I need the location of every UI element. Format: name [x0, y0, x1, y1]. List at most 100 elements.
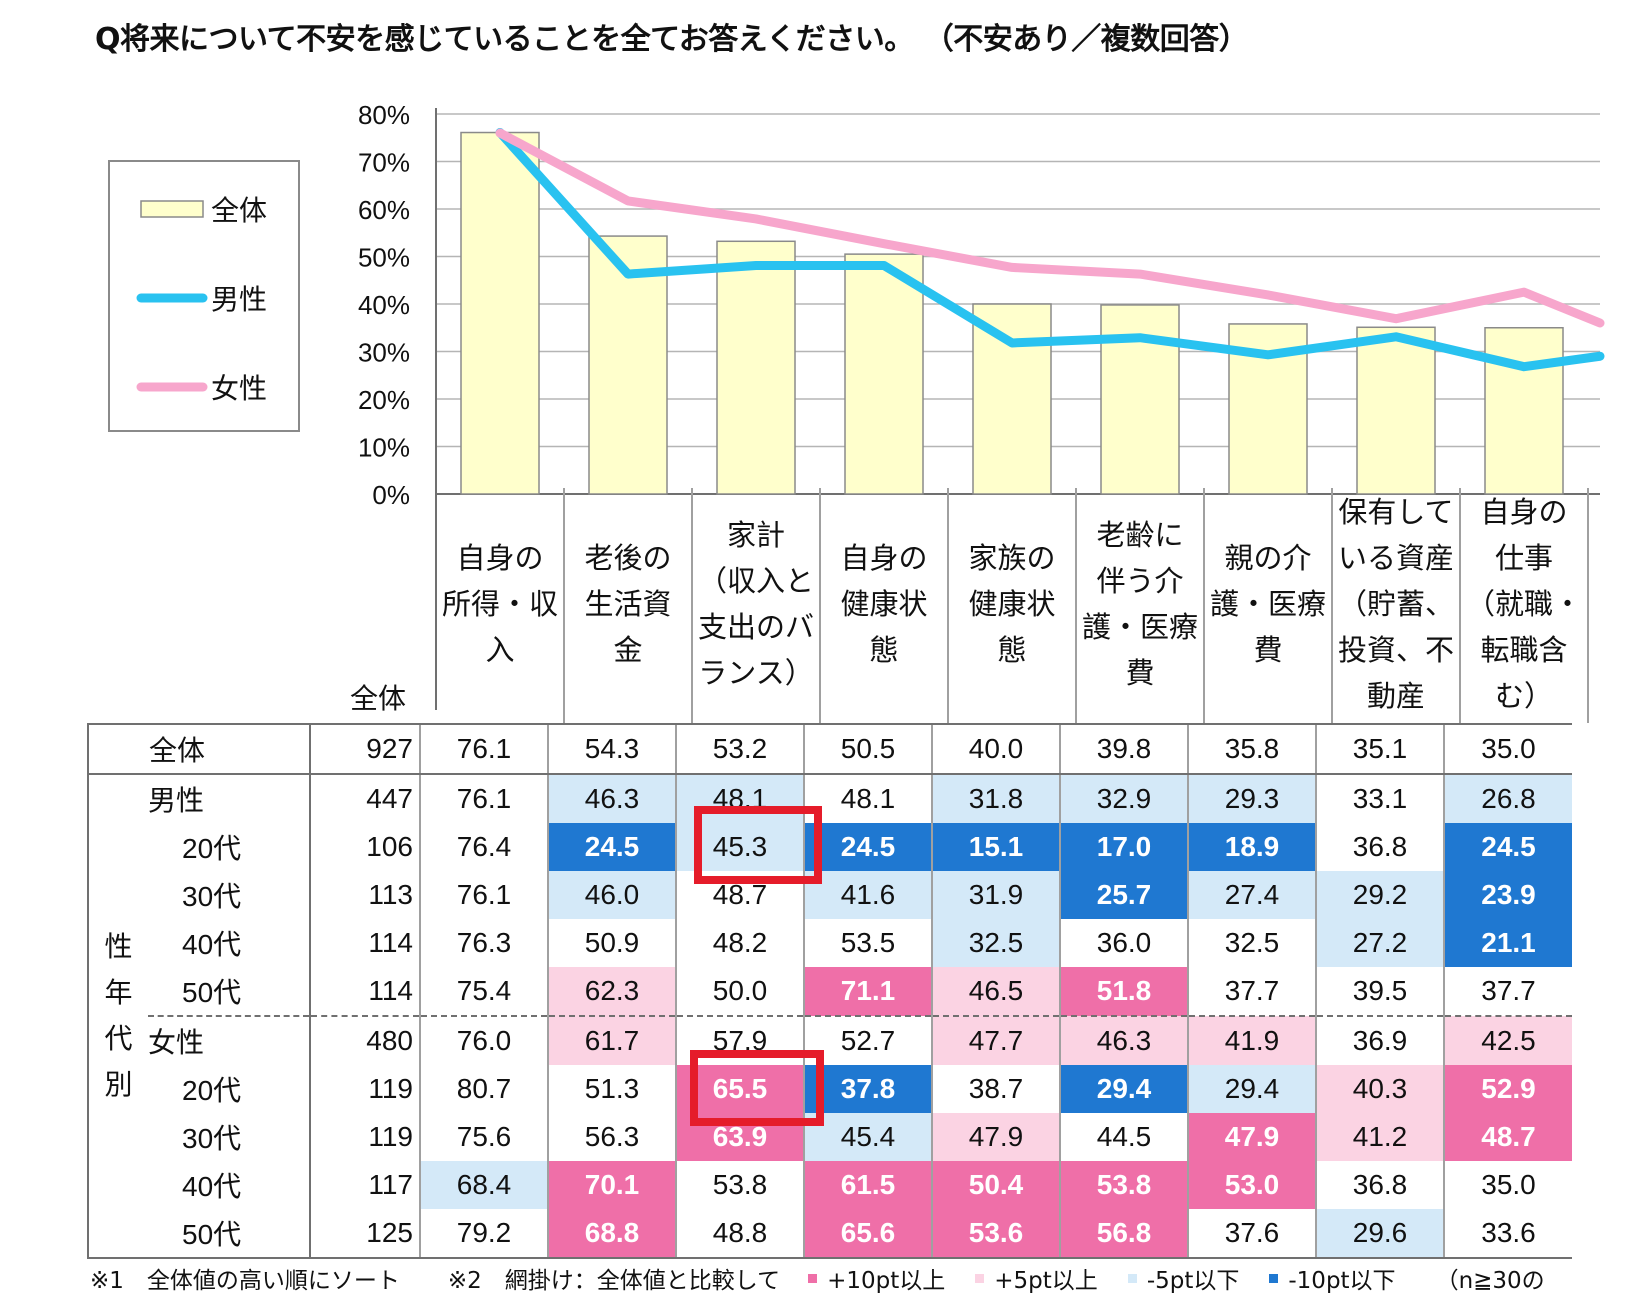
value-cell: 32.5 — [1187, 919, 1316, 967]
value-cell: 39.8 — [1059, 723, 1188, 775]
value-cell: 24.5 — [547, 823, 676, 871]
bar-all — [716, 240, 796, 495]
value-cell: 65.6 — [803, 1209, 932, 1259]
value-cell: 53.2 — [675, 723, 804, 775]
table-row: 性年代別男性 447 76.1 46.3 48.1 48.1 31.8 32.9 29.3 33.… — [87, 774, 1572, 1259]
value-cell: 44.5 — [1059, 1113, 1188, 1161]
bar-all — [844, 253, 924, 495]
side-label-char: 性 — [104, 931, 133, 962]
table-row: 50代 125 79.2 68.8 48.8 65.6 53.6 56.8 37.6 29.6 33… — [88, 1209, 1572, 1259]
value-cell: 52.7 — [803, 1015, 932, 1065]
category-label-line: 支出のバ — [698, 610, 814, 644]
category-label-line: 護・医療 — [1210, 587, 1326, 621]
n-cell: 119 — [309, 1065, 420, 1113]
value-cell: 46.5 — [931, 967, 1060, 1016]
category-label-line: （収入と — [698, 564, 814, 598]
value-cell: 76.1 — [419, 723, 548, 775]
value-cell: 71.1 — [803, 967, 932, 1016]
category-label-line: 自身の — [456, 541, 543, 575]
side-label-char: 代 — [104, 1023, 133, 1054]
value-cell: 35.8 — [1187, 723, 1316, 775]
value-cell: 40.3 — [1315, 1065, 1444, 1113]
value-cell: 75.6 — [419, 1113, 548, 1161]
category-label-line: 生活資 — [584, 587, 671, 621]
bar-all — [1356, 326, 1436, 495]
value-cell: 37.6 — [1187, 1209, 1316, 1259]
value-cell: 47.7 — [931, 1015, 1060, 1065]
category-label-line: 自身の — [840, 541, 927, 575]
value-cell: 76.4 — [419, 823, 548, 871]
y-tick-label: 10% — [358, 433, 410, 463]
n-cell: 114 — [309, 967, 420, 1016]
value-cell: 35.0 — [1443, 1161, 1572, 1209]
bar-all — [460, 131, 540, 495]
value-cell: 53.5 — [803, 919, 932, 967]
value-cell: 41.2 — [1315, 1113, 1444, 1161]
value-cell: 17.0 — [1059, 823, 1188, 871]
table-row: 30代 113 76.1 46.0 48.7 41.6 31.9 25.7 27.4 29.2 23… — [88, 871, 1572, 919]
category-label-line: 家計 — [727, 518, 785, 552]
category-label-line: 自身の — [1480, 495, 1567, 529]
value-cell: 46.0 — [547, 871, 676, 919]
category-label-line: （就職・ — [1466, 587, 1582, 621]
bar-all — [588, 235, 668, 495]
value-cell: 36.8 — [1315, 1161, 1444, 1209]
value-cell: 36.8 — [1315, 823, 1444, 871]
value-cell: 47.9 — [931, 1113, 1060, 1161]
value-cell: 37.7 — [1187, 967, 1316, 1016]
value-cell: 37.7 — [1443, 967, 1572, 1016]
value-cell: 45.4 — [803, 1113, 932, 1161]
row-label: 50代 — [148, 1209, 310, 1259]
table-row: 女性 480 76.0 61.7 57.9 52.7 47.7 46.3 41.9 36.9 42.… — [88, 1015, 1572, 1065]
bar-all — [972, 303, 1052, 495]
category-label: 保有している資産 （貯蓄、投資、不動産 — [1338, 495, 1454, 713]
category-label-line: 態 — [997, 633, 1026, 667]
legend-label: 全体 — [211, 194, 267, 227]
side-label-char: 別 — [104, 1069, 133, 1100]
value-cell: 62.3 — [547, 967, 676, 1016]
value-cell: 41.9 — [1187, 1015, 1316, 1065]
highlight-box-male-20s-household — [694, 806, 822, 884]
value-cell: 29.3 — [1187, 774, 1316, 823]
value-cell: 38.7 — [931, 1065, 1060, 1113]
value-cell: 68.8 — [547, 1209, 676, 1259]
n-cell: 927 — [309, 723, 420, 775]
category-label-line: ランス） — [698, 656, 813, 690]
n-cell: 106 — [309, 823, 420, 871]
value-cell: 36.0 — [1059, 919, 1188, 967]
data-table: 全体 927 76.1 54.3 53.2 50.5 40.0 39.8 35.8 35.1 35.… — [87, 723, 1572, 1259]
row-label: 20代 — [182, 833, 242, 864]
value-cell: 21.1 — [1443, 919, 1572, 967]
n-cell: 119 — [309, 1113, 420, 1161]
category-label-line: 伴う介 — [1096, 564, 1183, 598]
value-cell: 68.4 — [419, 1161, 548, 1209]
n-cell: 447 — [309, 774, 420, 823]
category-label-line: 投資、不 — [1338, 633, 1454, 667]
value-cell: 61.7 — [547, 1015, 676, 1065]
value-cell: 48.7 — [1443, 1113, 1572, 1161]
legend-p10-label: +10pt以上 — [827, 1268, 946, 1294]
value-cell: 47.9 — [1187, 1113, 1316, 1161]
value-cell: 23.9 — [1443, 871, 1572, 919]
value-cell: 76.1 — [419, 774, 548, 823]
value-cell: 32.5 — [931, 919, 1060, 967]
value-cell: 70.1 — [547, 1161, 676, 1209]
value-cell: 29.4 — [1059, 1065, 1188, 1113]
footnote-shading-note: ※2 網掛け：全体値と比較して — [447, 1268, 781, 1294]
footnote-tail: （n≧30の — [1435, 1268, 1545, 1294]
legend-m10-label: -10pt以下 — [1288, 1268, 1396, 1294]
value-cell: 39.5 — [1315, 967, 1444, 1016]
y-tick-label: 70% — [358, 148, 410, 178]
category-label-line: 仕事 — [1495, 541, 1553, 575]
value-cell: 33.6 — [1443, 1209, 1572, 1259]
y-tick-label: 40% — [358, 290, 410, 320]
legend-swatch-all — [140, 200, 204, 218]
table-row: 30代 119 75.6 56.3 63.9 45.4 47.9 44.5 47.9 41.2 48… — [88, 1113, 1572, 1161]
legend-label: 男性 — [211, 283, 267, 316]
value-cell: 79.2 — [419, 1209, 548, 1259]
value-cell: 51.3 — [547, 1065, 676, 1113]
value-cell: 76.0 — [419, 1015, 548, 1065]
category-label-line: 家族の — [968, 541, 1055, 575]
value-cell: 31.8 — [931, 774, 1060, 823]
legend-m5-swatch — [1127, 1273, 1137, 1283]
